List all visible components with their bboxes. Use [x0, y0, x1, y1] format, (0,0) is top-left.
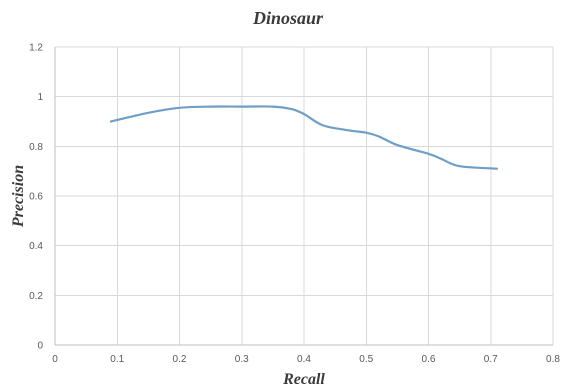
x-axis-ticks: 0 0.1 0.2 0.3 0.4 0.5 0.6 0.7 0.8: [52, 354, 560, 365]
y-tick-label: 0.4: [29, 241, 43, 252]
x-tick-label: 0.3: [235, 354, 249, 365]
y-tick-label: 1.2: [29, 43, 43, 54]
x-tick-label: 0.5: [359, 354, 373, 365]
chart-series: [109, 105, 499, 170]
series-line-0: [109, 105, 499, 170]
x-tick-label: 0.1: [110, 354, 124, 365]
x-tick-label: 0.2: [173, 354, 187, 365]
chart-grid: [55, 46, 554, 345]
chart-title: Dinosaur: [252, 8, 324, 28]
y-tick-label: 0.6: [29, 192, 43, 203]
chart-axes: [54, 47, 553, 346]
x-tick-label: 0.7: [484, 354, 498, 365]
x-tick-label: 0.4: [297, 354, 311, 365]
x-tick-label: 0.6: [422, 354, 436, 365]
x-tick-label: 0.8: [546, 354, 560, 365]
y-tick-label: 0.2: [29, 291, 43, 302]
y-tick-label: 0: [37, 341, 43, 352]
y-tick-label: 1: [37, 92, 43, 103]
x-tick-label: 0: [52, 354, 58, 365]
y-tick-label: 0.8: [29, 142, 43, 153]
y-axis-title: Precision: [10, 165, 27, 228]
x-axis-title: Recall: [282, 371, 325, 387]
y-axis-ticks: 0 0.2 0.4 0.6 0.8 1 1.2: [29, 43, 43, 352]
